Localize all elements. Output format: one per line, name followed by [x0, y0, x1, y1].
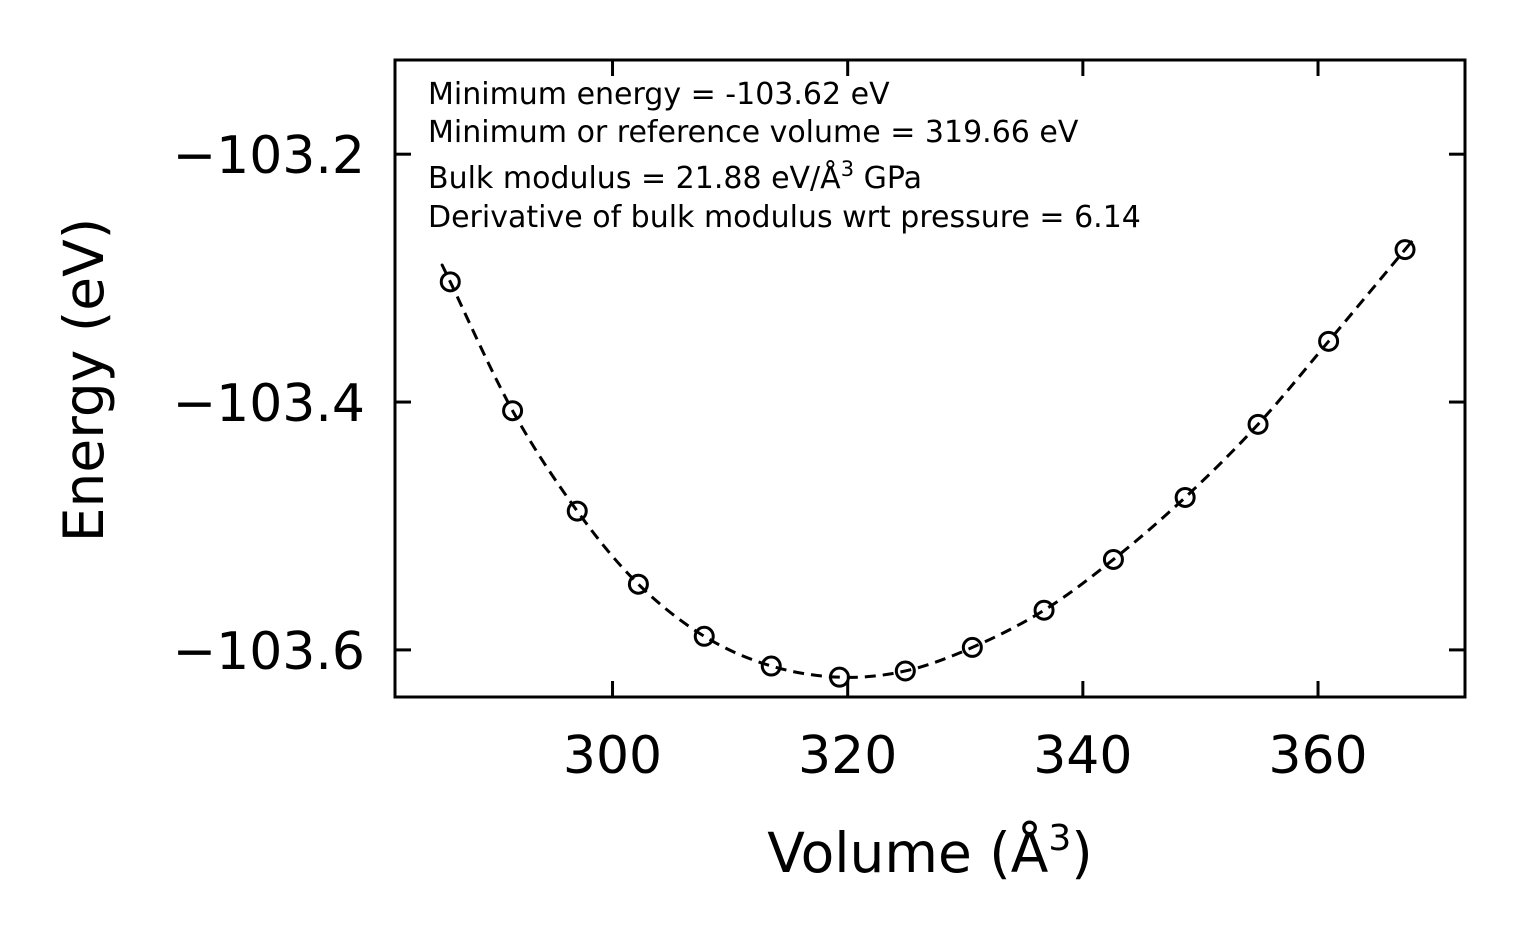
annotation-bulk-modulus-derivative: Derivative of bulk modulus wrt pressure … [428, 200, 1141, 235]
data-point [1033, 599, 1055, 621]
x-axis-label-superscript: 3 [1048, 818, 1071, 859]
data-point [1394, 239, 1416, 261]
annotation-min-energy: Minimum energy = -103.62 eV [428, 77, 890, 112]
data-points [439, 239, 1416, 688]
x-tick-label: 300 [563, 726, 662, 786]
x-tick-labels: 300 320 340 360 [563, 726, 1368, 786]
y-tick-label: −103.2 [173, 126, 365, 186]
y-tick-label: −103.6 [173, 622, 365, 682]
data-point [1102, 548, 1124, 570]
x-tick-label: 340 [1033, 726, 1132, 786]
data-point [1247, 413, 1269, 435]
data-point [760, 655, 782, 677]
data-point [627, 573, 649, 595]
x-tick-label: 360 [1268, 726, 1367, 786]
data-point [894, 660, 916, 682]
plot-frame [393, 58, 1467, 699]
data-point [1174, 486, 1196, 508]
axis-ticks [395, 60, 1465, 697]
data-point [693, 625, 715, 647]
x-tick-label: 320 [798, 726, 897, 786]
fit-curve [440, 238, 1415, 679]
data-point [828, 666, 850, 688]
annotation-bulk-modulus: Bulk modulus = 21.88 eV/Å3 GPa [428, 157, 922, 196]
data-point [566, 500, 588, 522]
annotation-ref-volume: Minimum or reference volume = 319.66 eV [428, 115, 1079, 150]
data-point [502, 400, 524, 422]
data-point [439, 271, 461, 293]
y-axis-label: Energy (eV) [52, 218, 116, 542]
y-tick-labels: −103.2 −103.4 −103.6 [173, 126, 365, 682]
y-tick-label: −103.4 [173, 374, 365, 434]
data-point [961, 636, 983, 658]
data-point [1318, 330, 1340, 352]
x-axis-label: Volume (Å3) [767, 818, 1093, 885]
fit-annotations: Minimum energy = -103.62 eV Minimum or r… [428, 77, 1141, 235]
